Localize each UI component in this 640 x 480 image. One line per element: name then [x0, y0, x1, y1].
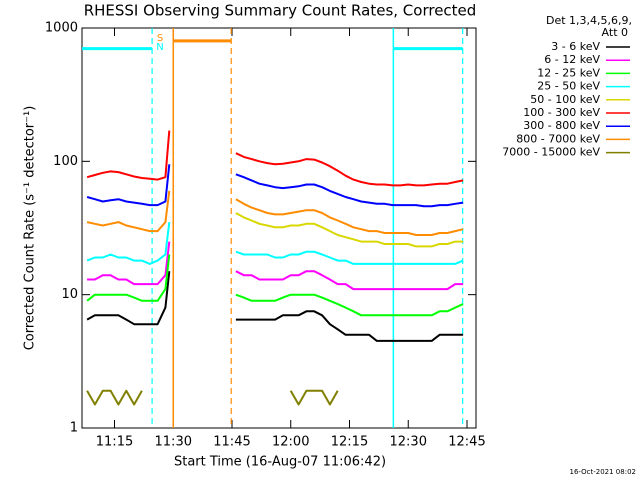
series-line — [86, 190, 464, 236]
series-line — [235, 212, 464, 248]
legend-title: Att 0 — [602, 26, 628, 39]
x-tick-label: 11:45 — [213, 435, 250, 450]
legend-title: Det 1,3,4,5,6,9, — [546, 14, 632, 27]
y-tick-label: 100 — [53, 154, 78, 169]
y-tick-label: 1 — [70, 421, 78, 436]
series-line — [87, 241, 464, 291]
legend-label: 6 - 12 keV — [544, 53, 600, 66]
x-axis-label: Start Time (16-Aug-07 11:06:42) — [174, 455, 386, 470]
series-line — [86, 164, 464, 208]
series-line — [86, 130, 464, 187]
series-line — [86, 271, 464, 342]
legend-label: 300 - 800 keV — [523, 119, 600, 132]
series-line — [86, 254, 464, 317]
y-tick-label: 10 — [61, 287, 78, 302]
legend-label: 800 - 7000 keV — [516, 132, 600, 145]
legend-label: 12 - 25 keV — [537, 66, 600, 79]
legend-label: 7000 - 15000 keV — [502, 146, 600, 159]
flag-label: S — [157, 33, 163, 44]
x-tick-label: 11:15 — [96, 435, 133, 450]
y-axis-label: Corrected Count Rate (s⁻¹ detector⁻¹) — [23, 106, 38, 351]
plot-frame — [81, 27, 477, 429]
legend-label: 100 - 300 keV — [523, 106, 600, 119]
x-tick-label: 12:30 — [390, 435, 427, 450]
x-tick-label: 12:00 — [272, 435, 309, 450]
x-tick-label: 12:15 — [331, 435, 368, 450]
chart-title: RHESSI Observing Summary Count Rates, Co… — [84, 2, 477, 20]
x-tick-label: 11:30 — [155, 435, 192, 450]
footer: 16-Oct-2021 08:02 — [570, 468, 636, 476]
series-line — [86, 389, 339, 406]
series-line — [86, 221, 464, 265]
legend-label: 3 - 6 keV — [551, 40, 600, 53]
y-tick-label: 1000 — [45, 21, 78, 36]
x-tick-label: 12:45 — [448, 435, 485, 450]
flag-label: N — [156, 42, 163, 53]
legend-label: 50 - 100 keV — [530, 93, 600, 106]
legend-label: 25 - 50 keV — [537, 80, 600, 93]
